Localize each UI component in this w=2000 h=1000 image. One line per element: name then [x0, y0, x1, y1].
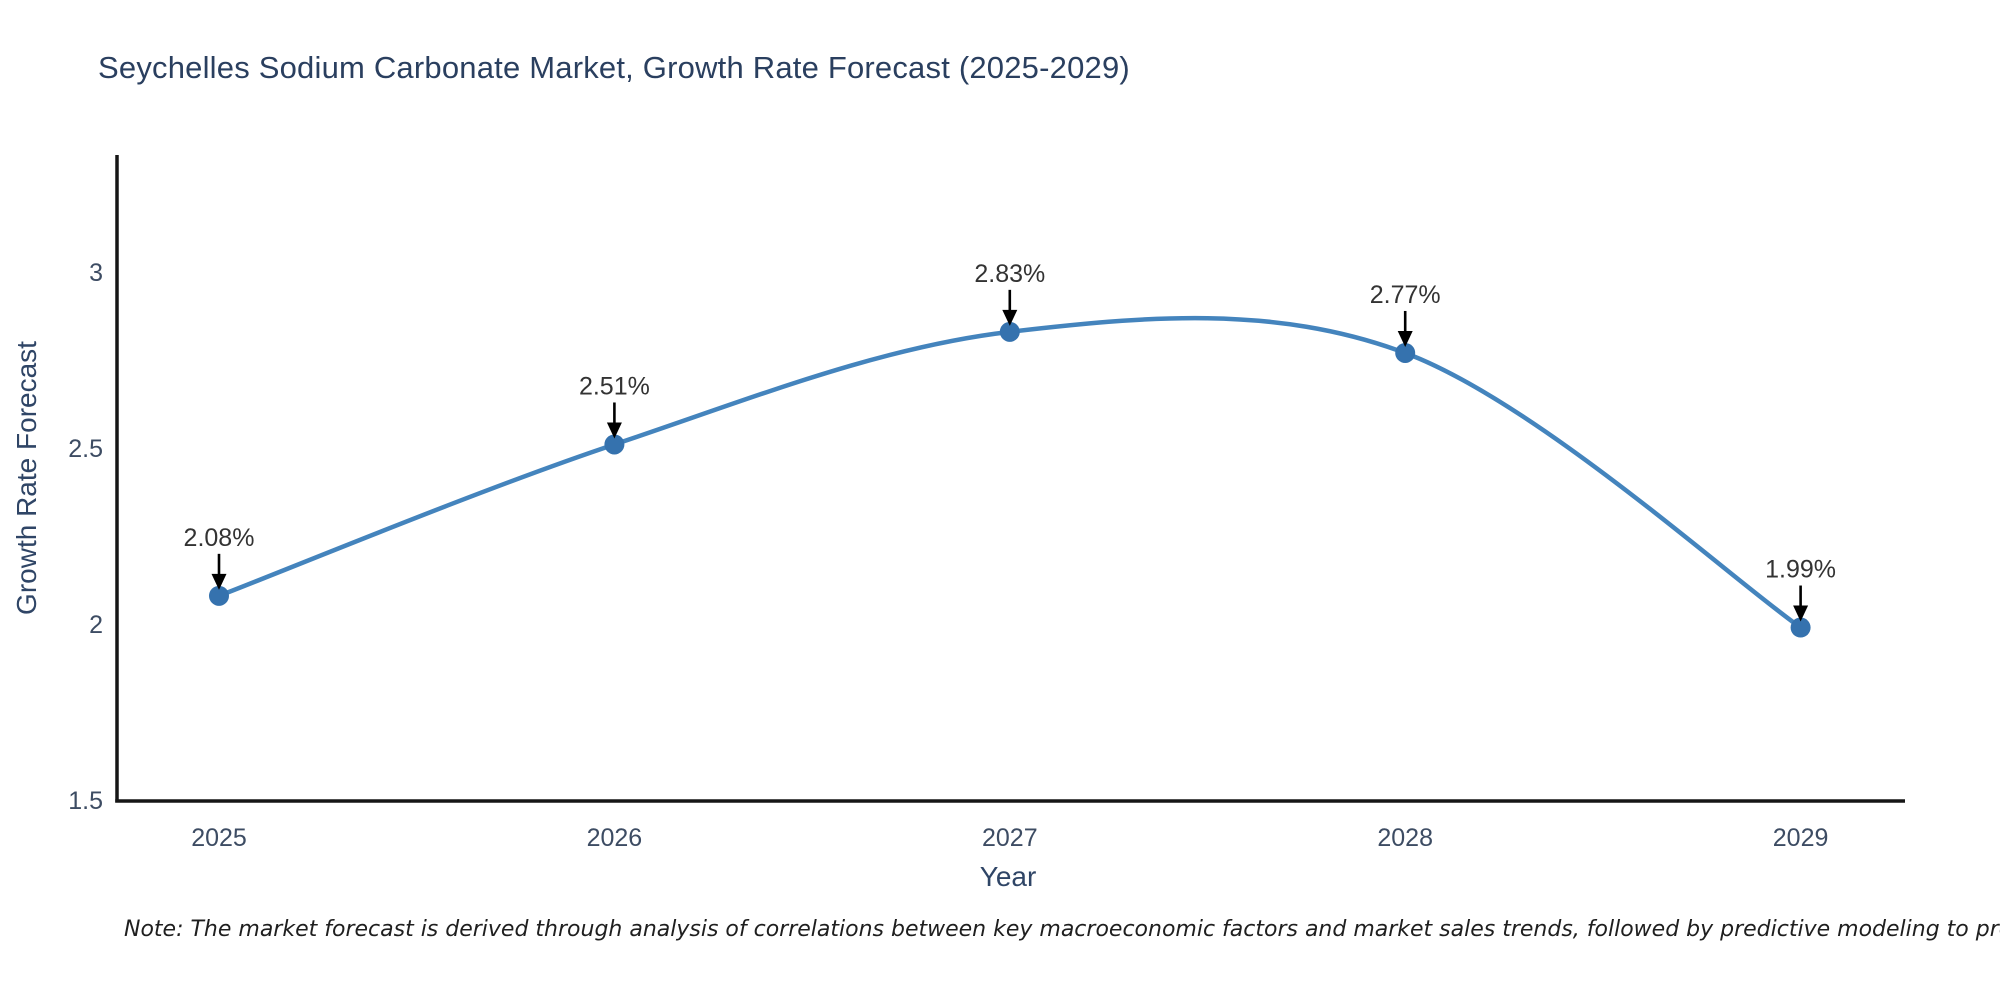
data-point-label: 2.08%	[184, 524, 255, 552]
x-axis-title: Year	[979, 861, 1037, 892]
data-point-marker	[1790, 617, 1811, 638]
x-tick-label: 2029	[1773, 824, 1829, 852]
data-point-label: 1.99%	[1765, 556, 1836, 584]
annotation-arrowhead	[1002, 309, 1018, 326]
y-tick-label: 3	[89, 259, 103, 287]
data-point-marker	[1395, 342, 1416, 363]
data-point-marker	[604, 434, 625, 455]
forecast-curve	[216, 315, 1803, 630]
data-point-label: 2.77%	[1370, 281, 1441, 309]
footnote-text: Note: The market forecast is derived thr…	[124, 917, 2000, 942]
y-tick-label: 2	[89, 611, 103, 639]
annotation-arrowhead	[211, 573, 227, 590]
y-axis-title: Growth Rate Forecast	[11, 341, 42, 615]
data-point-marker	[209, 585, 229, 606]
x-tick-label: 2028	[1377, 824, 1433, 852]
data-point-label: 2.83%	[974, 260, 1045, 288]
chart-title: Seychelles Sodium Carbonate Market, Grow…	[98, 50, 1130, 85]
annotation-arrowhead	[1397, 330, 1413, 347]
annotation-arrowhead	[1793, 605, 1809, 622]
x-tick-label: 2025	[191, 824, 247, 852]
y-tick-label: 2.5	[68, 435, 103, 463]
data-point-marker	[999, 321, 1020, 342]
data-point-label: 2.51%	[579, 372, 650, 400]
x-tick-label: 2026	[587, 824, 643, 852]
y-tick-label: 1.5	[68, 787, 103, 815]
annotation-arrowhead	[606, 422, 622, 439]
x-tick-label: 2027	[982, 824, 1038, 852]
